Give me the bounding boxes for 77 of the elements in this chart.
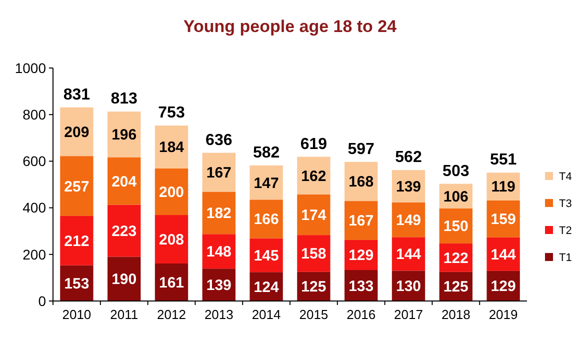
y-tick-label: 0 — [38, 292, 46, 309]
bar — [60, 216, 94, 266]
total-label: 619 — [300, 136, 328, 153]
legend-label: T4 — [559, 170, 572, 183]
data-label: 153 — [64, 275, 90, 292]
data-label: 200 — [158, 184, 184, 201]
data-label: 162 — [301, 168, 326, 185]
bar — [108, 157, 141, 205]
data-label: 133 — [348, 278, 374, 295]
legend-label: T1 — [559, 252, 572, 264]
data-label: 139 — [396, 178, 422, 196]
bar — [60, 156, 94, 216]
x-tick-label: 2012 — [157, 307, 186, 322]
total-label: 813 — [110, 90, 138, 108]
y-tick-label: 200 — [22, 246, 46, 262]
total-label: 562 — [395, 149, 422, 166]
bar — [60, 107, 94, 156]
data-label: 158 — [301, 246, 326, 263]
data-label: 209 — [64, 124, 90, 141]
y-tick-label: 600 — [22, 153, 46, 170]
total-label: 753 — [158, 104, 185, 122]
y-tick-label: 400 — [22, 200, 46, 216]
data-label: 190 — [112, 271, 137, 288]
data-label: 184 — [158, 139, 185, 156]
data-label: 150 — [443, 218, 468, 236]
x-tick-label: 2011 — [110, 307, 138, 322]
total-label: 551 — [490, 152, 517, 169]
data-label: 125 — [443, 278, 468, 296]
data-label: 182 — [206, 205, 232, 222]
data-label: 129 — [490, 278, 516, 296]
data-label: 122 — [443, 250, 468, 267]
data-label: 223 — [112, 223, 137, 240]
data-label: 130 — [396, 278, 422, 296]
data-label: 125 — [301, 278, 326, 296]
data-label: 147 — [254, 174, 279, 192]
x-tick-label: 2015 — [299, 307, 328, 322]
total-label: 503 — [442, 162, 470, 180]
data-label: 124 — [254, 278, 280, 296]
data-label: 129 — [348, 247, 374, 264]
total-label: 831 — [63, 86, 90, 104]
x-tick-label: 2010 — [62, 307, 92, 322]
data-label: 167 — [206, 164, 232, 182]
data-label: 204 — [112, 173, 138, 190]
data-label: 161 — [158, 274, 184, 292]
bar — [297, 194, 330, 236]
data-label: 159 — [490, 211, 516, 228]
data-label: 257 — [64, 178, 90, 196]
x-tick-label: 2013 — [204, 307, 234, 322]
data-label: 119 — [491, 178, 516, 196]
data-label: 148 — [206, 244, 232, 261]
data-label: 168 — [348, 174, 374, 191]
chart-title: Young people age 18 to 24 — [183, 17, 398, 36]
legend-label: T2 — [559, 224, 572, 237]
data-label: 139 — [206, 277, 232, 294]
legend-label: T3 — [559, 198, 572, 210]
data-label: 144 — [396, 246, 422, 264]
y-tick-label: 800 — [22, 106, 46, 122]
data-label: 167 — [348, 212, 374, 230]
data-label: 149 — [396, 212, 422, 230]
data-label: 145 — [254, 247, 279, 264]
total-label: 582 — [252, 144, 280, 162]
data-label: 144 — [490, 246, 516, 264]
data-label: 196 — [112, 126, 137, 144]
data-label: 208 — [158, 232, 184, 249]
y-tick-label: 1000 — [14, 60, 46, 76]
data-label: 174 — [301, 207, 327, 224]
x-tick-label: 2014 — [252, 307, 281, 322]
x-tick-label: 2017 — [394, 307, 423, 322]
total-label: 636 — [206, 132, 232, 149]
x-tick-label: 2018 — [441, 307, 470, 322]
x-tick-label: 2019 — [488, 307, 518, 322]
x-tick-label: 2016 — [346, 307, 376, 322]
data-label: 212 — [64, 232, 90, 250]
bar — [250, 200, 283, 238]
data-label: 106 — [443, 188, 468, 206]
total-label: 597 — [348, 140, 375, 158]
data-label: 166 — [254, 211, 279, 228]
